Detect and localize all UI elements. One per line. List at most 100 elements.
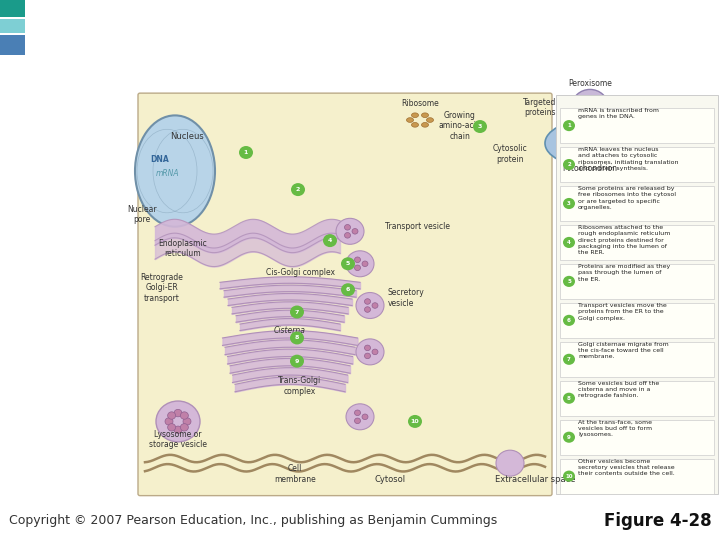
Circle shape bbox=[563, 159, 575, 170]
Text: Some proteins are released by
free ribosomes into the cytosol
or are targeted to: Some proteins are released by free ribos… bbox=[578, 186, 676, 210]
Text: Figure 4-28: Figure 4-28 bbox=[604, 512, 711, 530]
Circle shape bbox=[183, 418, 191, 425]
Text: Peroxisome: Peroxisome bbox=[568, 79, 612, 87]
Circle shape bbox=[341, 284, 355, 296]
Text: 6: 6 bbox=[567, 318, 571, 323]
Circle shape bbox=[356, 339, 384, 365]
Text: Extracellular space: Extracellular space bbox=[495, 475, 575, 484]
Text: 10: 10 bbox=[565, 474, 572, 478]
Text: Trans-Golgi
complex: Trans-Golgi complex bbox=[279, 376, 322, 396]
Circle shape bbox=[290, 306, 304, 319]
Text: 7: 7 bbox=[294, 309, 300, 314]
Text: Nuclear
pore: Nuclear pore bbox=[127, 205, 157, 224]
Text: 4: 4 bbox=[328, 238, 332, 243]
Bar bbox=[560, 458, 714, 494]
Circle shape bbox=[593, 103, 600, 110]
Circle shape bbox=[165, 418, 173, 425]
Text: Retrograde
Golgi-ER
transport: Retrograde Golgi-ER transport bbox=[140, 273, 184, 303]
Bar bbox=[560, 108, 714, 143]
Circle shape bbox=[290, 355, 304, 368]
Circle shape bbox=[572, 90, 608, 123]
Circle shape bbox=[174, 409, 182, 417]
Circle shape bbox=[563, 393, 575, 404]
Circle shape bbox=[174, 426, 182, 434]
Circle shape bbox=[563, 315, 575, 326]
Circle shape bbox=[473, 120, 487, 133]
Text: 1: 1 bbox=[567, 123, 571, 128]
Bar bbox=[560, 420, 714, 455]
Bar bbox=[560, 225, 714, 260]
Text: 4: 4 bbox=[567, 240, 571, 245]
Circle shape bbox=[364, 299, 371, 304]
Circle shape bbox=[563, 431, 575, 443]
Circle shape bbox=[346, 251, 374, 277]
Circle shape bbox=[583, 97, 590, 104]
Text: At the trans-face, some
vesicles bud off to form
lysosomes.: At the trans-face, some vesicles bud off… bbox=[578, 420, 652, 437]
Circle shape bbox=[563, 276, 575, 287]
Text: 5: 5 bbox=[567, 279, 571, 284]
Ellipse shape bbox=[426, 118, 433, 123]
Circle shape bbox=[563, 237, 575, 248]
Text: Ribosomes attached to the
rough endoplasmic reticulum
direct proteins destined f: Ribosomes attached to the rough endoplas… bbox=[578, 225, 670, 255]
FancyBboxPatch shape bbox=[138, 93, 552, 496]
Text: 7: 7 bbox=[567, 357, 571, 362]
Circle shape bbox=[290, 332, 304, 345]
Circle shape bbox=[168, 423, 176, 431]
Ellipse shape bbox=[545, 120, 635, 166]
Circle shape bbox=[563, 354, 575, 365]
Circle shape bbox=[563, 198, 575, 209]
Circle shape bbox=[356, 293, 384, 319]
Circle shape bbox=[354, 410, 361, 416]
Bar bbox=[556, 95, 718, 494]
Circle shape bbox=[291, 183, 305, 196]
Circle shape bbox=[372, 303, 378, 308]
Text: Golgi cisternae migrate from
the cis-face toward the cell
membrane.: Golgi cisternae migrate from the cis-fac… bbox=[578, 342, 669, 360]
Circle shape bbox=[352, 228, 358, 234]
Text: 8: 8 bbox=[294, 335, 300, 340]
Text: Ribosome: Ribosome bbox=[401, 99, 439, 108]
Circle shape bbox=[364, 307, 371, 312]
Circle shape bbox=[181, 423, 189, 431]
Bar bbox=[560, 303, 714, 338]
Ellipse shape bbox=[421, 123, 428, 127]
Circle shape bbox=[372, 349, 378, 355]
Circle shape bbox=[341, 257, 355, 270]
Circle shape bbox=[336, 218, 364, 244]
Circle shape bbox=[362, 414, 368, 420]
Bar bbox=[560, 381, 714, 416]
Text: Targeted
proteins: Targeted proteins bbox=[523, 98, 557, 117]
Circle shape bbox=[364, 345, 371, 350]
Text: Proteins are modified as they
pass through the lumen of
the ER.: Proteins are modified as they pass throu… bbox=[578, 264, 670, 281]
Circle shape bbox=[346, 404, 374, 430]
Circle shape bbox=[496, 450, 524, 476]
Circle shape bbox=[364, 353, 371, 359]
Text: mRNA leaves the nucleus
and attaches to cytosolic
ribosomes, initiating translat: mRNA leaves the nucleus and attaches to … bbox=[578, 147, 678, 171]
Circle shape bbox=[563, 470, 575, 482]
Text: mRNA is transcribed from
genes in the DNA.: mRNA is transcribed from genes in the DN… bbox=[578, 108, 659, 119]
Text: Endoplasmic
reticulum: Endoplasmic reticulum bbox=[158, 239, 207, 258]
Text: Other vesicles become
secretory vesicles that release
their contents outside the: Other vesicles become secretory vesicles… bbox=[578, 458, 675, 476]
Text: Some vesicles bud off the
cisterna and move in a
retrograde fashion.: Some vesicles bud off the cisterna and m… bbox=[578, 381, 660, 399]
Circle shape bbox=[323, 234, 337, 247]
Bar bbox=[560, 186, 714, 221]
Text: Transport vesicle: Transport vesicle bbox=[385, 221, 450, 231]
Text: 5: 5 bbox=[346, 261, 350, 266]
Text: 3: 3 bbox=[478, 124, 482, 129]
Ellipse shape bbox=[412, 113, 418, 118]
Text: Mitochondrion: Mitochondrion bbox=[562, 164, 618, 173]
Text: mRNA: mRNA bbox=[156, 168, 180, 178]
Text: Cytosol: Cytosol bbox=[374, 475, 405, 484]
Circle shape bbox=[580, 103, 587, 110]
Ellipse shape bbox=[407, 118, 413, 123]
Text: Cisterna: Cisterna bbox=[274, 326, 306, 335]
Text: Secretory
vesicle: Secretory vesicle bbox=[388, 288, 425, 307]
Circle shape bbox=[181, 412, 189, 419]
Text: Cytosolic
protein: Cytosolic protein bbox=[492, 144, 527, 164]
Text: Protein: Post-Translational Modification
and the Secretory Pathway: Protein: Post-Translational Modification… bbox=[35, 0, 654, 60]
Text: Growing
amino-acid
chain: Growing amino-acid chain bbox=[438, 111, 482, 140]
Text: 3: 3 bbox=[567, 201, 571, 206]
Text: 10: 10 bbox=[410, 419, 419, 424]
Circle shape bbox=[168, 412, 176, 419]
Text: 8: 8 bbox=[567, 396, 571, 401]
Bar bbox=[0, 19, 25, 33]
